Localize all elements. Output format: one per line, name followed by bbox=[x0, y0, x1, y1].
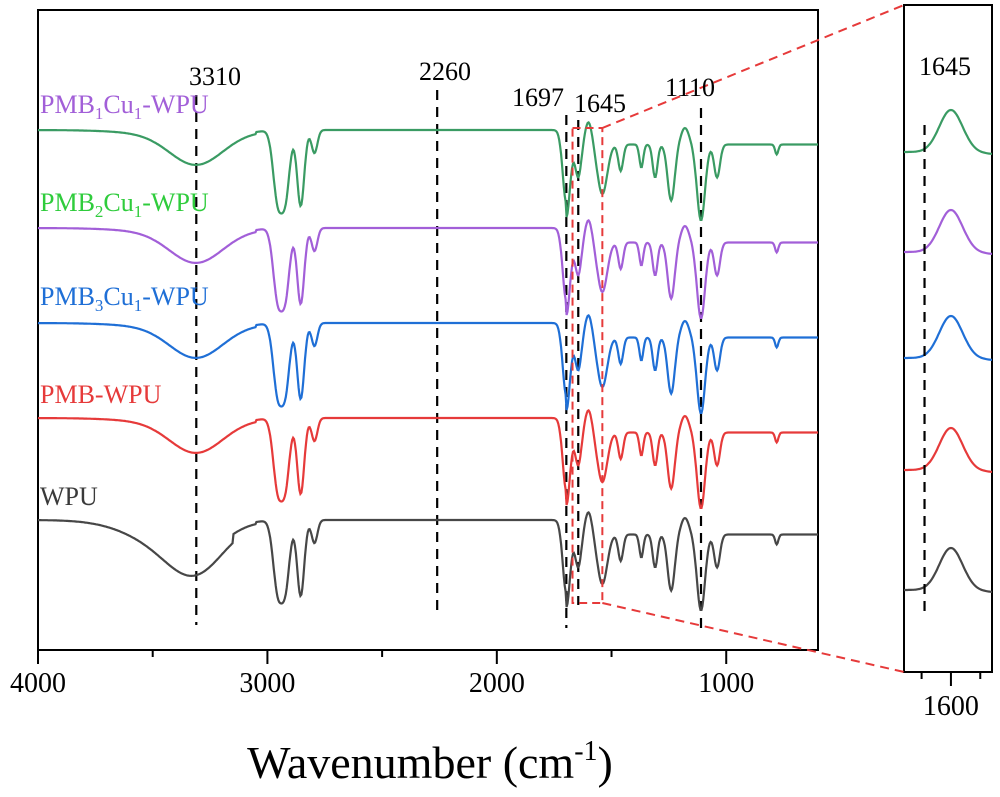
series-label-pmb3cu1-wpu: PMB3Cu1-WPU bbox=[40, 282, 209, 315]
zoom-connector-bottom bbox=[602, 602, 905, 673]
inset-series-line-pmb3cu1-wpu bbox=[904, 314, 993, 361]
main-plot-frame bbox=[37, 9, 819, 651]
highlight-layer bbox=[571, 4, 905, 673]
inset-series-line-pmb-wpu bbox=[904, 426, 993, 473]
reference-label-1697: 1697 bbox=[512, 83, 564, 112]
reference-lines bbox=[195, 90, 703, 628]
x-tick-label-4000: 4000 bbox=[10, 668, 66, 699]
labels-layer: 3310 2260 1697 1645 1110 PMB1Cu1-WPU PMB2Cu1-W… bbox=[40, 57, 715, 511]
series-label-pmb2cu1-wpu: PMB2Cu1-WPU bbox=[40, 188, 209, 221]
series-layer bbox=[37, 120, 818, 611]
highlight-box bbox=[571, 127, 604, 604]
inset-series-line-pmb2cu1-wpu bbox=[904, 208, 993, 255]
inset-series-line-wpu bbox=[904, 546, 993, 593]
series-label-pmb-wpu: PMB-WPU bbox=[40, 380, 162, 409]
series-line-wpu bbox=[38, 510, 818, 611]
series-line-pmb-wpu bbox=[37, 408, 818, 509]
inset-series-line-pmb1cu1-wpu bbox=[904, 108, 993, 155]
series-line-pmb3cu1-wpu bbox=[37, 313, 818, 414]
series-line-pmb1cu1-wpu bbox=[37, 120, 818, 221]
zoom-connector-top bbox=[601, 4, 905, 129]
series-label-pmb1cu1-wpu: PMB1Cu1-WPU bbox=[40, 90, 209, 123]
x-axis-title: Wavenumber (cm-1) bbox=[247, 736, 613, 788]
inset-layer: 1645 1600 bbox=[904, 52, 993, 722]
reference-label-1110: 1110 bbox=[665, 73, 715, 102]
inset-plot-frame bbox=[903, 4, 993, 673]
reference-label-1645: 1645 bbox=[574, 89, 626, 118]
x-axis: 4000 3000 2000 1000 bbox=[10, 650, 754, 699]
reference-label-2260: 2260 bbox=[419, 57, 471, 86]
inset-reference-label: 1645 bbox=[919, 52, 971, 81]
series-line-pmb2cu1-wpu bbox=[37, 218, 818, 319]
x-tick-label-2000: 2000 bbox=[469, 668, 525, 699]
inset-x-tick-label-1600: 1600 bbox=[923, 691, 979, 722]
reference-label-3310: 3310 bbox=[189, 62, 241, 91]
x-tick-label-1000: 1000 bbox=[698, 668, 754, 699]
series-label-wpu: WPU bbox=[40, 482, 98, 511]
x-tick-label-3000: 3000 bbox=[239, 668, 295, 699]
